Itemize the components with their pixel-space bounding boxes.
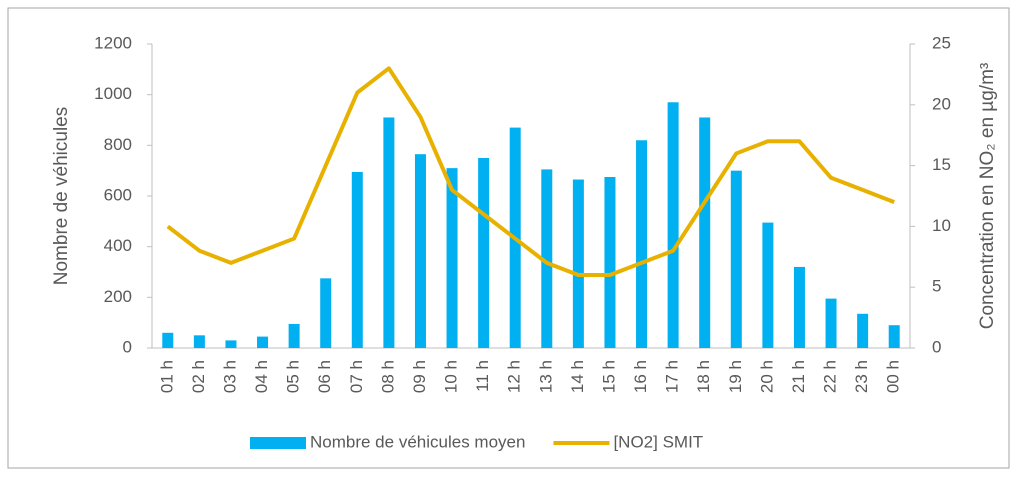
y-tick-label: 200 [104,287,132,306]
bar [383,117,395,348]
x-tick-label: 16 h [631,360,650,393]
y2-tick-label: 25 [932,33,951,52]
line [166,66,895,278]
legend-label: [NO2] SMIT [613,432,703,451]
x-tick-label: 06 h [315,360,334,393]
x-tick-label: 11 h [473,360,492,392]
x-tick-label: 09 h [410,360,429,393]
bar [667,102,679,349]
y2-tick-label: 20 [932,94,951,113]
bar [478,158,490,348]
bar [762,222,774,348]
y2-tick-label: 15 [932,155,951,174]
x-tick-label: 15 h [599,360,618,393]
bar [730,170,742,348]
bar [351,171,363,348]
y-tick-label: 400 [104,236,132,255]
x-tick-label: 08 h [378,360,397,393]
x-tick-label: 17 h [663,360,682,393]
x-tick-label: 12 h [505,360,524,393]
bar [793,266,805,348]
bar [572,179,584,348]
y-tick-label: 1200 [94,33,132,52]
x-tick-label: 21 h [789,360,808,393]
x-tick-label: 22 h [821,360,840,393]
y-tick-label: 800 [104,135,132,154]
bar [193,335,205,348]
x-tick-label: 20 h [757,360,776,393]
x-tick-label: 23 h [852,360,871,393]
y2-tick-label: 0 [932,337,941,356]
bar [888,325,900,348]
x-tick-label: 01 h [157,360,176,393]
bar [825,298,837,348]
bar [446,168,458,348]
y-tick-label: 0 [123,337,132,356]
legend-label: Nombre de véhicules moyen [310,432,525,451]
x-tick-label: 18 h [694,360,713,393]
y2-tick-label: 10 [932,216,951,235]
bar [541,169,553,348]
bar [320,278,332,348]
x-tick-label: 02 h [189,360,208,393]
x-tick-label: 03 h [220,360,239,393]
bar [699,117,711,348]
x-tick-label: 14 h [568,360,587,393]
x-tick-label: 00 h [884,360,903,393]
bar [857,313,869,348]
x-tick-label: 07 h [347,360,366,393]
x-tick-label: 05 h [284,360,303,393]
x-tick-label: 04 h [252,360,271,393]
x-tick-label: 19 h [726,360,745,393]
x-tick-label: 13 h [536,360,555,393]
y-tick-label: 600 [104,185,132,204]
bar [257,336,269,348]
bar [636,140,648,348]
chart-border [7,7,1010,469]
bar [288,323,300,348]
y-tick-label: 1000 [94,84,132,103]
legend-swatch [250,437,306,449]
y2-tick-label: 5 [932,277,941,296]
x-tick-label: 10 h [442,360,461,393]
bar [604,177,616,348]
bar [225,340,237,348]
bar [414,154,426,348]
y-axis-label: Nombre de véhicules [51,107,72,285]
bar [162,332,174,348]
y2-axis-label: Concentration en NO₂ en µg/m³ [977,63,998,330]
